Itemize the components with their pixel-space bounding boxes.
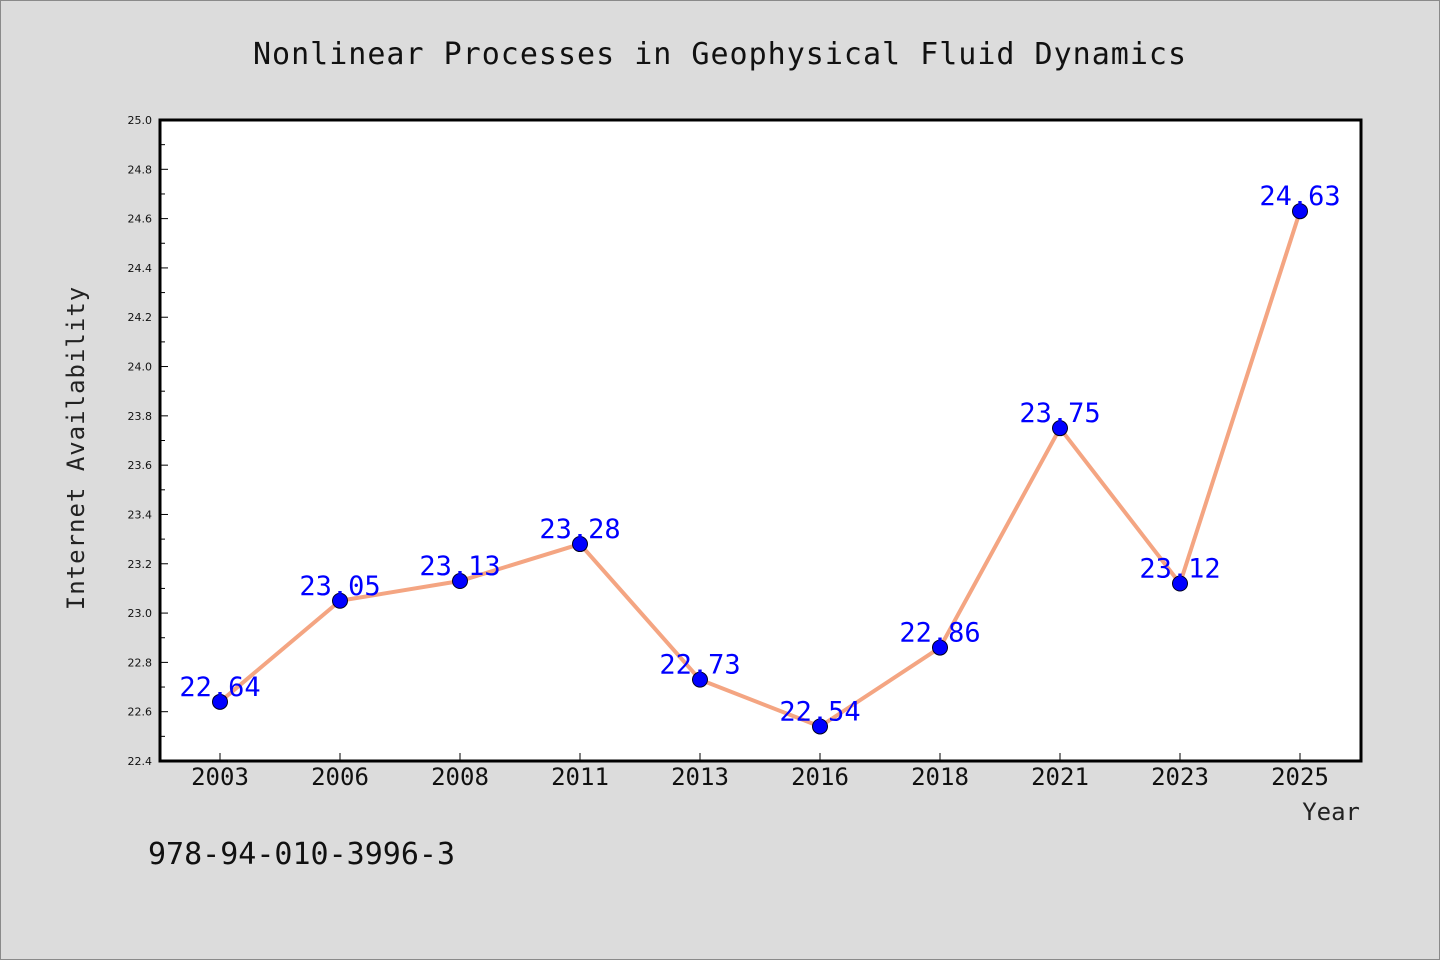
data-point (1292, 203, 1308, 220)
data-label: 23.75 (1019, 398, 1100, 429)
data-point (332, 592, 348, 609)
data-point (1052, 420, 1068, 437)
y-tick-label: 22.8 (128, 656, 153, 669)
x-tick-label: 2021 (1031, 763, 1089, 791)
x-tick-label: 2018 (911, 763, 969, 791)
data-point (932, 639, 948, 656)
plot-border (158, 118, 1363, 763)
x-axis-label: Year (1302, 798, 1360, 826)
y-axis-label: Internet Availability (62, 286, 90, 610)
chart-title: Nonlinear Processes in Geophysical Fluid… (253, 37, 1187, 72)
data-point (1172, 575, 1188, 592)
data-label: 23.05 (299, 571, 380, 602)
data-point (572, 536, 588, 553)
y-tick-label: 22.6 (128, 706, 153, 719)
x-tick-label: 2008 (431, 763, 489, 791)
y-tick-label: 24.8 (128, 163, 153, 176)
data-label: 22.86 (899, 618, 980, 649)
data-markers (212, 203, 1308, 735)
data-point (692, 671, 708, 688)
x-tick-label: 2016 (791, 763, 849, 791)
data-label: 23.13 (419, 551, 500, 582)
y-tick-label: 24.2 (128, 311, 153, 324)
x-tick-label: 2006 (311, 763, 369, 791)
x-axis: 2003 2006 2008 2011 2013 2016 2018 2021 2023 2025 (191, 753, 1329, 791)
isbn-text: 978-94-010-3996-3 (148, 837, 455, 872)
data-labels: 22.64 23.05 23.13 23.28 22.73 22.54 22.86 23.75… (179, 181, 1340, 727)
x-tick-label: 2025 (1271, 763, 1329, 791)
data-point (452, 573, 468, 590)
data-label: 22.73 (659, 650, 740, 681)
x-tick-label: 2013 (671, 763, 729, 791)
y-tick-label: 24.4 (128, 262, 153, 275)
y-tick-label: 23.4 (128, 508, 153, 521)
plot-area (160, 120, 1361, 761)
y-tick-label: 23.0 (128, 607, 153, 620)
data-label: 22.54 (779, 696, 860, 727)
y-tick-label: 25.0 (128, 114, 153, 127)
y-tick-label: 24.0 (128, 361, 153, 374)
y-tick-label: 23.2 (128, 558, 153, 571)
data-label: 24.63 (1259, 181, 1340, 212)
x-tick-label: 2011 (551, 763, 609, 791)
data-label: 23.12 (1139, 553, 1220, 584)
data-label: 23.28 (539, 514, 620, 545)
y-axis: 22.4 22.6 22.8 23.0 23.2 23.4 23.6 23.8 24.0 24.2… (128, 114, 168, 768)
y-tick-label: 22.4 (128, 755, 153, 768)
series-line-group (218, 209, 1302, 729)
data-point (212, 693, 228, 710)
data-point (812, 718, 828, 735)
y-tick-label: 24.6 (128, 213, 153, 226)
series-line (218, 209, 1302, 729)
y-tick-label: 23.6 (128, 459, 153, 472)
x-tick-label: 2023 (1151, 763, 1209, 791)
x-tick-label: 2003 (191, 763, 249, 791)
data-label: 22.64 (179, 672, 260, 703)
y-tick-label: 23.8 (128, 410, 153, 423)
